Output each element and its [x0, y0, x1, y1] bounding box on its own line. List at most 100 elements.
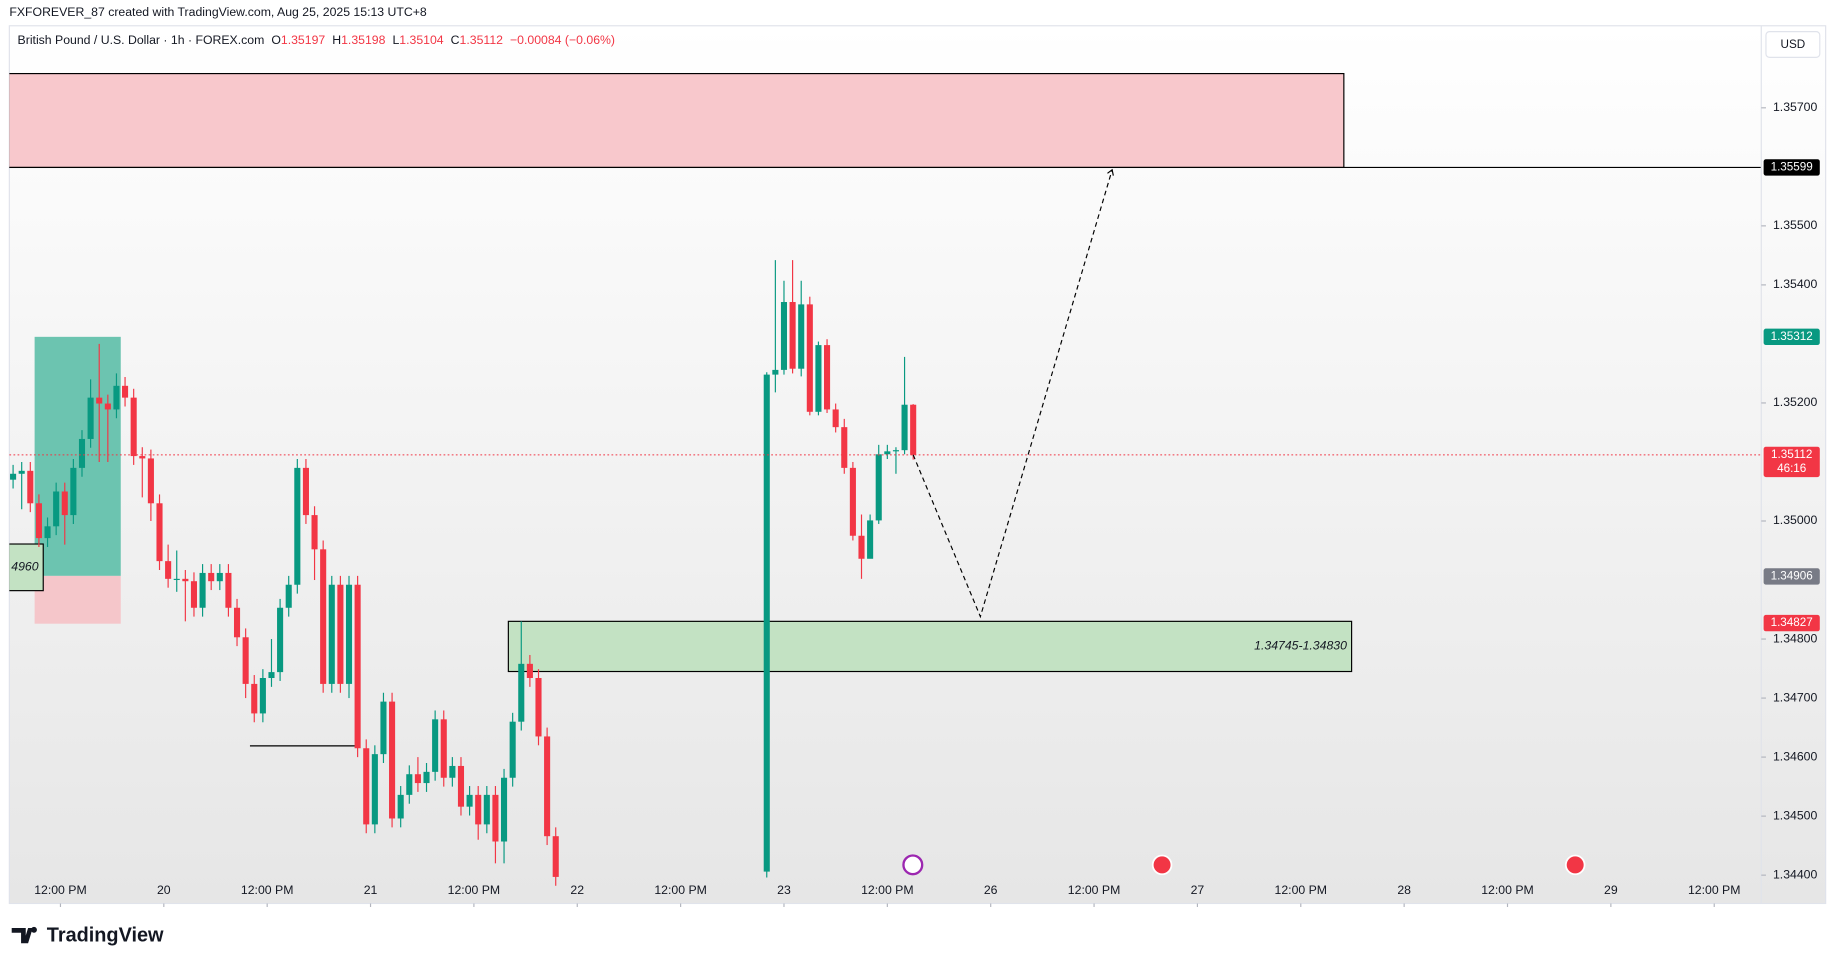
zone-label: 4960	[11, 560, 38, 574]
candle-body	[165, 561, 172, 579]
candle-body	[841, 427, 848, 468]
y-tick-label: 1.34500	[1773, 808, 1818, 822]
candle-body	[789, 302, 796, 369]
y-tick-label: 1.35000	[1773, 513, 1818, 527]
candle-body	[492, 794, 499, 842]
x-tick-label: 12:00 PM	[654, 883, 707, 897]
candle-body	[182, 578, 189, 582]
event-icon[interactable]	[1151, 854, 1173, 876]
legend: British Pound / U.S. Dollar · 1h · FOREX…	[18, 33, 615, 47]
x-tick-label: 12:00 PM	[34, 883, 87, 897]
candle-body	[380, 701, 387, 755]
candle-body	[285, 584, 292, 608]
candle-body	[815, 345, 822, 412]
y-tick-label: 1.34400	[1773, 867, 1818, 881]
candle-body	[910, 404, 917, 455]
y-tick-label: 1.34700	[1773, 690, 1818, 704]
x-tick-label: 12:00 PM	[448, 883, 501, 897]
zone	[34, 575, 121, 624]
x-tick-label: 23	[777, 883, 791, 897]
candle-body	[277, 607, 284, 673]
candle-body	[233, 607, 241, 638]
candle-body	[199, 572, 206, 608]
price-label: 1.34827	[1771, 616, 1813, 629]
y-tick-label: 1.35700	[1773, 100, 1818, 114]
candle-body	[345, 584, 353, 684]
candle-body	[849, 467, 856, 536]
brand: TradingView	[47, 924, 164, 946]
price-label: 1.34906	[1771, 570, 1813, 583]
candle-body	[875, 454, 882, 521]
low: 1.35104	[399, 33, 444, 47]
logo	[11, 926, 37, 944]
candle-body	[251, 683, 258, 714]
candle-body	[509, 721, 516, 778]
candle-body	[53, 491, 60, 527]
x-tick-label: 12:00 PM	[1481, 883, 1534, 897]
countdown: 46:16	[1777, 462, 1806, 475]
event-icon[interactable]	[1564, 854, 1586, 876]
high: 1.35198	[341, 33, 386, 47]
candle-body	[242, 637, 249, 684]
x-tick-label: 21	[364, 883, 378, 897]
candle-body	[18, 470, 25, 474]
change: −0.00084 (−0.06%)	[510, 33, 615, 47]
zone	[9, 543, 44, 592]
candle-body	[466, 794, 473, 807]
h-label: H	[332, 33, 341, 47]
candle-body	[397, 794, 404, 819]
x-tick-label: 28	[1397, 883, 1411, 897]
candle-body	[763, 374, 770, 872]
candle-body	[884, 451, 891, 455]
candle-body	[371, 754, 378, 825]
candle-body	[190, 581, 198, 608]
caption: FXFOREVER_87 created with TradingView.co…	[9, 5, 427, 19]
price-label: 1.35599	[1771, 161, 1813, 174]
candle-body	[208, 572, 215, 582]
x-tick-label: 12:00 PM	[1688, 883, 1741, 897]
y-tick-label: 1.34600	[1773, 749, 1818, 763]
candle-body	[147, 458, 154, 504]
candle-body	[892, 450, 899, 452]
event-icon[interactable]	[902, 854, 924, 876]
candle-body	[449, 765, 456, 778]
y-tick-label: 1.35200	[1773, 395, 1818, 409]
currency[interactable]: USD	[1781, 38, 1806, 51]
y-tick-label: 1.34800	[1773, 631, 1818, 645]
candle-body	[216, 572, 223, 582]
price-label-box	[1763, 159, 1820, 176]
candle-body	[268, 672, 275, 679]
projection-arrow	[1107, 168, 1114, 176]
candle-body	[122, 385, 129, 398]
candle-body	[27, 470, 34, 504]
l-label: L	[392, 33, 399, 47]
candle-body	[501, 777, 508, 842]
candle-body	[475, 794, 482, 825]
price-label-box	[1763, 446, 1820, 478]
candle-body	[294, 467, 301, 585]
candle-body	[423, 771, 430, 784]
open: 1.35197	[281, 33, 326, 47]
candle-body	[432, 719, 439, 772]
plot: 1.34745-1.34830 4960	[9, 72, 1353, 886]
candle-body	[259, 678, 266, 714]
zone-label: 1.34745-1.34830	[1254, 639, 1347, 653]
candle-body	[544, 736, 551, 837]
candle-body	[552, 836, 559, 877]
candle-body	[780, 302, 788, 370]
x-tick-label: 12:00 PM	[861, 883, 914, 897]
candle-body	[798, 304, 805, 369]
x-tick-label: 12:00 PM	[241, 883, 294, 897]
candle-body	[806, 304, 813, 412]
symbol: British Pound / U.S. Dollar · 1h · FOREX…	[18, 33, 265, 47]
candle-body	[337, 584, 344, 684]
candle-body	[70, 467, 77, 516]
candle-body	[406, 774, 413, 795]
candle-body	[535, 678, 542, 737]
currency-button[interactable]	[1765, 31, 1821, 58]
candle-body	[354, 584, 361, 749]
candle-body	[772, 369, 779, 375]
candle-body	[832, 409, 839, 428]
